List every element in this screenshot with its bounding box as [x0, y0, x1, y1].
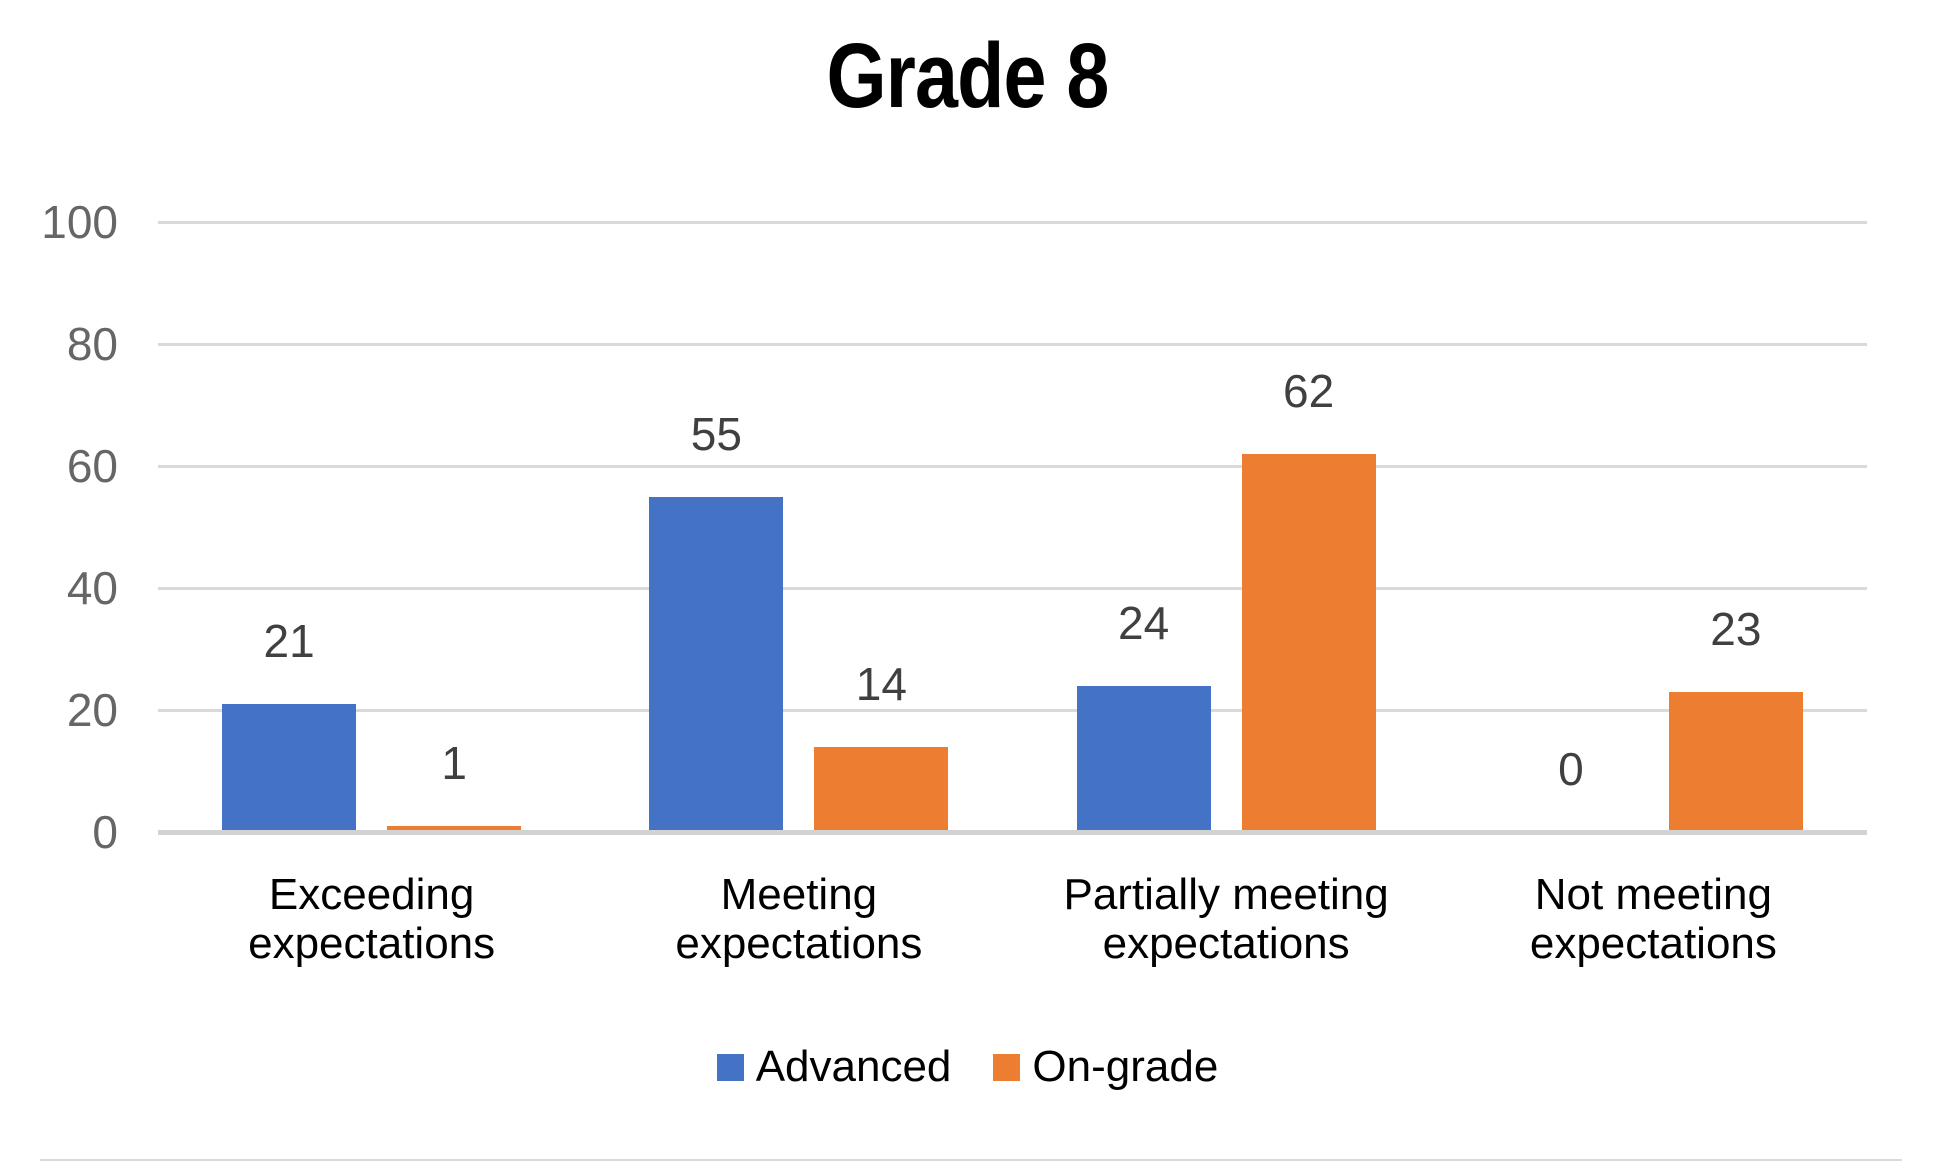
- value-label-advanced-meeting-expectations: 55: [690, 407, 742, 460]
- value-label-advanced-not-meeting-expectations: 0: [1558, 743, 1584, 795]
- bar-slot-on-grade-exceeding-expectations: 1: [387, 222, 522, 835]
- category-label-meeting-expectations: Meeting expectations: [675, 870, 923, 969]
- bar-on-grade-meeting-expectations: [814, 746, 949, 835]
- bar-advanced-partially-meeting-expectations: [1076, 685, 1211, 835]
- bottom-divider: [40, 1159, 1902, 1161]
- bar-slot-advanced-meeting-expectations: 55: [649, 222, 784, 835]
- bar-slot-advanced-not-meeting-expectations: 0: [1504, 222, 1638, 832]
- bar-advanced-meeting-expectations: [649, 496, 784, 835]
- y-tick-label-60: 60: [66, 440, 118, 492]
- x-axis-category-labels: Exceeding expectations Meeting expectatio…: [158, 870, 1867, 969]
- bar-slot-on-grade-not-meeting-expectations: 23: [1668, 222, 1803, 835]
- group-partially-meeting-expectations: 24 62: [1013, 222, 1440, 835]
- value-label-advanced-partially-meeting-expectations: 24: [1118, 596, 1170, 649]
- group-meeting-expectations: 55 14: [585, 222, 1012, 835]
- category-label-partially-meeting-expectations: Partially meeting expectations: [1063, 870, 1389, 969]
- gridline-60: [158, 464, 1867, 468]
- bar-on-grade-not-meeting-expectations: [1668, 691, 1803, 835]
- bar-slot-advanced-partially-meeting-expectations: 24: [1076, 222, 1211, 835]
- gridline-40: [158, 586, 1867, 590]
- category-label-not-meeting-expectations: Not meeting expectations: [1529, 870, 1777, 969]
- legend-label-advanced: Advanced: [755, 1042, 952, 1091]
- y-tick-label-80: 80: [66, 318, 118, 370]
- x-axis-line: [158, 830, 1867, 835]
- bar-groups: 21 1 55 14 24 62 0 23: [158, 222, 1867, 835]
- plot-area: 21 1 55 14 24 62 0 23: [158, 220, 1867, 835]
- value-label-on-grade-exceeding-expectations: 1: [441, 736, 467, 789]
- bar-slot-advanced-exceeding-expectations: 21: [222, 222, 357, 835]
- value-label-on-grade-partially-meeting-expectations: 62: [1283, 364, 1335, 417]
- y-tick-label-20: 20: [66, 684, 118, 736]
- y-tick-label-100: 100: [41, 196, 118, 248]
- gridline-100: [158, 220, 1867, 224]
- legend-item-on-grade: On-grade: [993, 1042, 1218, 1092]
- legend-item-advanced: Advanced: [716, 1042, 952, 1092]
- bar-on-grade-partially-meeting-expectations: [1241, 453, 1376, 835]
- value-label-on-grade-meeting-expectations: 14: [855, 657, 907, 710]
- legend-label-on-grade: On-grade: [1032, 1042, 1219, 1091]
- bar-advanced-exceeding-expectations: [222, 703, 357, 835]
- chart-title: Grade 8: [826, 25, 1110, 127]
- gridline-80: [158, 342, 1867, 346]
- legend-swatch-advanced: [716, 1053, 744, 1081]
- group-exceeding-expectations: 21 1: [158, 222, 585, 835]
- legend: Advanced On-grade: [0, 1042, 1935, 1092]
- bar-slot-on-grade-partially-meeting-expectations: 62: [1241, 222, 1376, 835]
- category-label-exceeding-expectations: Exceeding expectations: [248, 870, 496, 969]
- gridline-20: [158, 708, 1867, 712]
- y-tick-label-40: 40: [66, 562, 118, 614]
- value-label-advanced-exceeding-expectations: 21: [263, 614, 315, 667]
- bar-slot-on-grade-meeting-expectations: 14: [814, 222, 949, 835]
- legend-swatch-on-grade: [993, 1053, 1021, 1081]
- value-label-on-grade-not-meeting-expectations: 23: [1710, 602, 1762, 655]
- y-tick-label-0: 0: [92, 806, 118, 858]
- group-not-meeting-expectations: 0 23: [1440, 222, 1867, 835]
